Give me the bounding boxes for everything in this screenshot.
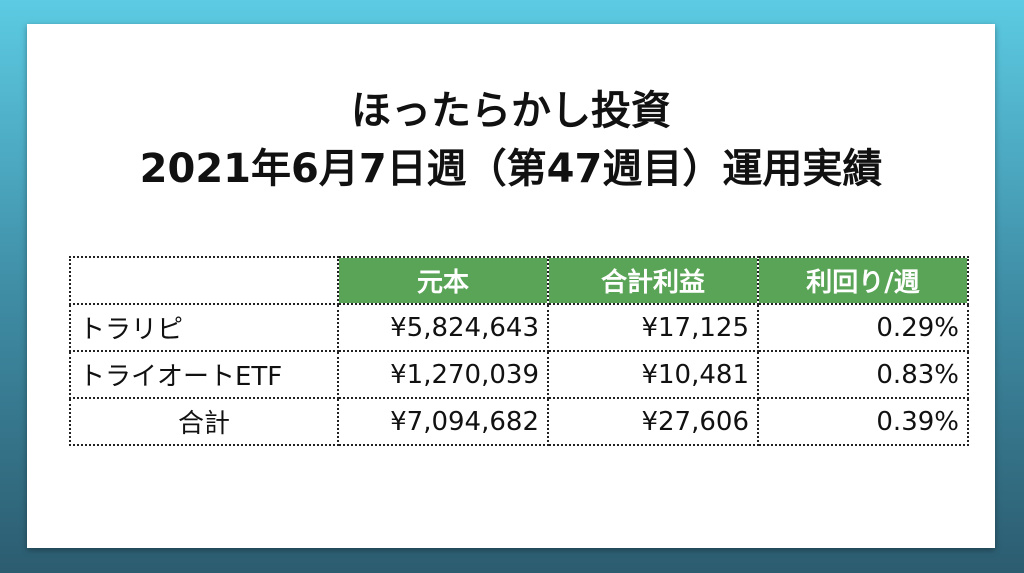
title-line-2: 2021年6月7日週（第47週目）運用実績 (139, 146, 883, 192)
table-header-row: 元本 合計利益 利回り/週 (69, 256, 969, 305)
row-yield: 0.29% (757, 303, 969, 352)
row-name: トライオートETF (69, 350, 339, 399)
performance-table: 元本 合計利益 利回り/週 トラリピ ¥5,824,643 ¥17,125 0.… (69, 256, 969, 446)
slide-title: ほったらかし投資 2021年6月7日週（第47週目）運用実績 (27, 82, 995, 198)
table-row: トラリピ ¥5,824,643 ¥17,125 0.29% (69, 303, 969, 352)
table-row: トライオートETF ¥1,270,039 ¥10,481 0.83% (69, 350, 969, 399)
row-name: トラリピ (69, 303, 339, 352)
header-blank (69, 256, 339, 305)
row-profit: ¥17,125 (547, 303, 759, 352)
table-row-total: 合計 ¥7,094,682 ¥27,606 0.39% (69, 397, 969, 446)
header-principal: 元本 (337, 256, 549, 305)
header-total-profit: 合計利益 (547, 256, 759, 305)
row-principal: ¥1,270,039 (337, 350, 549, 399)
row-yield: 0.39% (757, 397, 969, 446)
row-name: 合計 (69, 397, 339, 446)
title-line-1: ほったらかし投資 (351, 88, 671, 134)
row-yield: 0.83% (757, 350, 969, 399)
slide: ほったらかし投資 2021年6月7日週（第47週目）運用実績 元本 合計利益 利… (27, 24, 995, 548)
row-principal: ¥5,824,643 (337, 303, 549, 352)
row-principal: ¥7,094,682 (337, 397, 549, 446)
header-weekly-yield: 利回り/週 (757, 256, 969, 305)
row-profit: ¥10,481 (547, 350, 759, 399)
row-profit: ¥27,606 (547, 397, 759, 446)
